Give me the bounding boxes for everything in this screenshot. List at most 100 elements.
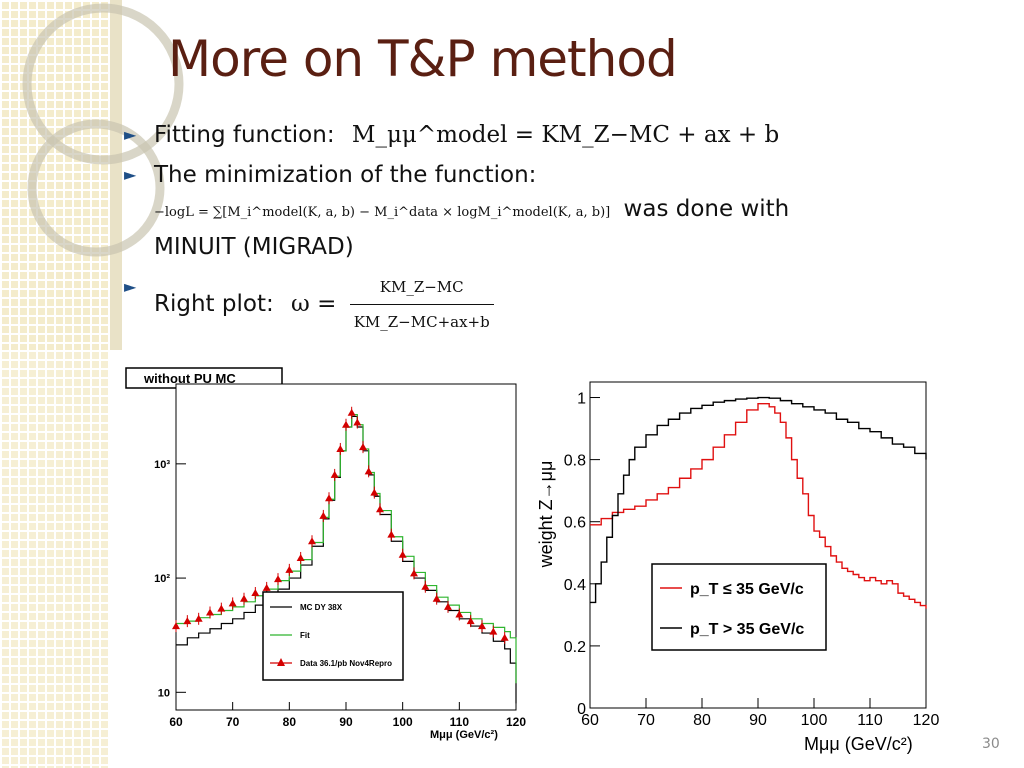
- bullet2-tail: was done with: [623, 196, 790, 222]
- data-point: [172, 622, 180, 630]
- bullet-minimization: ► The minimization of the function:: [120, 158, 960, 192]
- data-point: [336, 444, 345, 452]
- sidebar-pattern-bottom: [0, 350, 110, 768]
- data-point: [330, 470, 339, 478]
- bullet-list: ► Fitting function: M_μμ^model = KM_Z−MC…: [120, 118, 960, 345]
- bullet-right-plot: ► Right plot: ω = KM_Z−MC KM_Z−MC+ax+b: [120, 270, 960, 339]
- bullet2-text: The minimization of the function:: [154, 162, 537, 188]
- sidebar-pattern-top: [0, 0, 110, 350]
- data-point: [285, 565, 294, 573]
- slide-title: More on T&P method: [168, 30, 678, 88]
- bullet3-lhs: ω =: [291, 291, 337, 317]
- bullet-arrow-icon: ►: [124, 125, 137, 144]
- data-point: [325, 494, 333, 502]
- legend-label-data: Data 36.1/pb Nov4Repro: [300, 659, 392, 668]
- x-axis-label: Mμμ (GeV/c²): [804, 734, 913, 754]
- data-point: [478, 622, 486, 630]
- y-tick-label: 0.6: [564, 515, 586, 532]
- data-point: [347, 408, 356, 416]
- x-tick-label: 60: [581, 712, 599, 729]
- x-tick-label: 110: [450, 715, 470, 729]
- y-tick-label: 0: [577, 701, 586, 718]
- plot-frame: [589, 381, 927, 709]
- y-ticks: 10 10² 10³: [154, 459, 186, 699]
- data-point: [398, 550, 407, 558]
- omega-denominator: KM_Z−MC+ax+b: [353, 313, 490, 331]
- legend-label-low-pt: p_T ≤ 35 GeV/c: [690, 581, 804, 598]
- x-tick-label: 100: [393, 715, 413, 729]
- x-axis-label: Mμμ (GeV/c²): [430, 729, 498, 741]
- omega-numerator: KM_Z−MC: [349, 270, 494, 305]
- data-point: [228, 599, 237, 607]
- x-ticks: 60 70 80 90 100 110 120: [581, 698, 939, 729]
- x-tick-label: 100: [801, 712, 828, 729]
- data-point: [489, 627, 498, 635]
- data-point: [432, 594, 441, 602]
- data-point: [410, 569, 418, 577]
- bullet-fitting-function: ► Fitting function: M_μμ^model = KM_Z−MC…: [120, 118, 960, 152]
- bullet2-formula: −logL = ∑[M_i^model(K, a, b) − M_i^data …: [154, 205, 611, 220]
- data-point: [319, 511, 328, 519]
- bullet2-continuation: MINUIT (MIGRAD): [154, 234, 354, 260]
- bullet3-text: Right plot:: [154, 291, 274, 317]
- y-tick-label: 10: [158, 687, 170, 699]
- header-label: without PU MC: [143, 371, 236, 386]
- data-point: [194, 614, 203, 622]
- legend-label-mc: MC DY 38X: [300, 603, 343, 612]
- data-point: [370, 488, 379, 496]
- x-tick-label: 110: [857, 712, 883, 729]
- x-tick-label: 80: [283, 715, 297, 729]
- data-point: [274, 575, 282, 583]
- y-tick-label: 0.2: [564, 639, 586, 656]
- x-tick-label: 120: [913, 712, 940, 729]
- data-point: [217, 604, 226, 612]
- right-chart: 60 70 80 90 100 110 120 0 0.2 0.4 0.6 0.8 1 p_T ≤ 3…: [536, 381, 939, 754]
- data-point: [466, 617, 475, 625]
- data-point: [296, 553, 305, 561]
- series-line: [590, 403, 927, 609]
- data-point: [364, 467, 373, 475]
- x-tick-label: 90: [339, 715, 353, 729]
- bullet-arrow-icon: ►: [124, 277, 137, 296]
- x-tick-label: 70: [637, 712, 655, 729]
- data-point: [353, 418, 362, 426]
- series-line: [590, 396, 927, 604]
- x-tick-label: 70: [226, 715, 240, 729]
- page-number: 30: [982, 736, 1000, 752]
- x-tick-label: 120: [506, 715, 526, 729]
- y-tick-label: 0.8: [564, 453, 586, 470]
- series-group: [590, 396, 927, 609]
- data-point: [308, 537, 316, 545]
- bullet1-formula: M_μμ^model = KM_Z−MC + ax + b: [351, 122, 780, 148]
- x-tick-label: 60: [169, 715, 183, 729]
- data-point: [376, 505, 384, 513]
- legend-box: [651, 563, 827, 651]
- data-point: [183, 617, 192, 625]
- bullet1-text: Fitting function:: [154, 122, 335, 148]
- x-tick-label: 80: [693, 712, 711, 729]
- x-tick-label: 90: [749, 712, 767, 729]
- series-group: [172, 406, 517, 704]
- data-point: [500, 633, 509, 641]
- sidebar-edge: [110, 0, 122, 350]
- data-point: [455, 610, 464, 618]
- legend-label-fit: Fit: [300, 631, 310, 640]
- data-point: [206, 608, 214, 616]
- y-tick-label: 10²: [154, 573, 170, 585]
- legend-label-high-pt: p_T > 35 GeV/c: [690, 621, 804, 638]
- omega-fraction: KM_Z−MC KM_Z−MC+ax+b: [349, 270, 494, 339]
- legend-marker-data: [277, 658, 285, 666]
- y-axis-label: weight Z→μμ: [536, 461, 556, 569]
- y-tick-label: 0.4: [564, 577, 586, 594]
- data-point: [444, 602, 452, 610]
- data-point: [421, 582, 430, 590]
- decorative-circles: [22, 3, 184, 257]
- left-chart: without PU MC 60 70 80 90 100 110 120 10 10² 10³…: [125, 367, 526, 741]
- data-point: [240, 594, 248, 602]
- bullet2-formula-line: −logL = ∑[M_i^model(K, a, b) − M_i^data …: [120, 192, 960, 230]
- x-ticks: 60 70 80 90 100 110 120: [169, 702, 526, 729]
- data-point: [262, 583, 271, 591]
- data-point: [359, 443, 367, 451]
- y-tick-label: 10³: [154, 459, 170, 471]
- y-ticks: 0 0.2 0.4 0.6 0.8 1: [564, 391, 600, 718]
